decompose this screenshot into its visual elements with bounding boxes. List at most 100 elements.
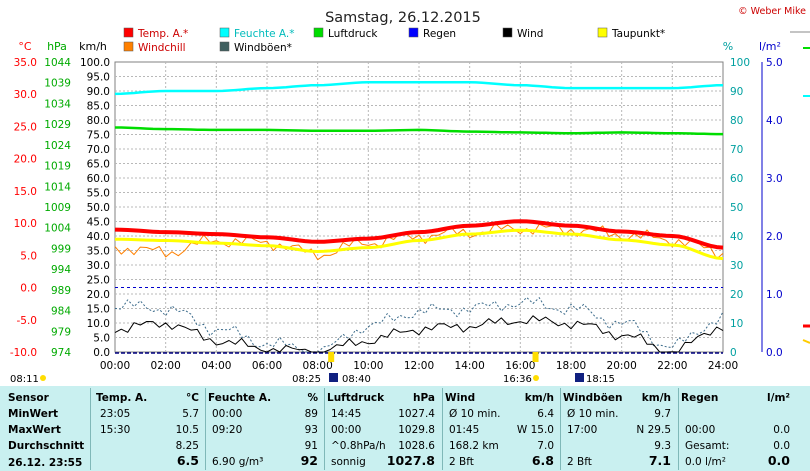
stats-header-sensor: Sensor <box>8 392 49 404</box>
stats-time-rain: 0.0 l/m² <box>685 456 726 468</box>
stats-value-pressure: 1028.6 <box>398 440 435 452</box>
stats-time-humidity: 00:00 <box>212 408 243 420</box>
pressure-unit-label: hPa <box>47 40 67 53</box>
sun-markers: 08:11 08:25 08:40 16:36 18:15 <box>10 352 615 385</box>
rain-tick-label: 5.0 <box>766 57 783 69</box>
stats-row-label: Durchschnitt <box>8 440 85 452</box>
legend-swatch <box>597 27 608 38</box>
stats-row-label: MaxWert <box>8 424 61 436</box>
right-edge-decoration <box>790 31 810 344</box>
legend-label: Wind <box>517 28 543 40</box>
wind-tick-label: 65.0 <box>87 159 110 171</box>
temp-tick-label: -10.0 <box>10 347 37 359</box>
rain-tick-label: 2.0 <box>766 231 783 243</box>
rain-tick-label: 1.0 <box>766 289 783 301</box>
stats-value-humidity: 89 <box>304 408 318 420</box>
wind-tick-label: 85.0 <box>87 101 110 113</box>
stats-row-label: 26.12. 23:55 <box>8 457 83 469</box>
wind-tick-label: 40.0 <box>87 231 110 243</box>
stats-time-gusts: 17:00 <box>567 424 598 436</box>
stats-unit-rain: l/m² <box>767 392 790 404</box>
legend-swatch <box>408 27 419 38</box>
pressure-tick-label: 994 <box>51 264 71 276</box>
humidity-tick-label: 30 <box>730 260 743 272</box>
stats-value-rain: 0.0 <box>773 424 790 436</box>
pressure-tick-label: 984 <box>51 306 71 318</box>
time-tick-label: 20:00 <box>607 360 637 372</box>
stats-time-rain: Gesamt: <box>685 440 730 452</box>
chart-title: Samstag, 26.12.2015 <box>325 10 481 26</box>
stats-value-gusts: 7.1 <box>648 453 671 468</box>
chart-legend: Temp. A.* Feuchte A.* Luftdruck Regen Wind Ta… <box>123 27 665 54</box>
stats-value-pressure: 1027.8 <box>386 453 435 468</box>
stats-value-humidity: 93 <box>304 424 318 436</box>
data-series <box>114 81 724 353</box>
stats-time-humidity: 6.90 g/m³ <box>212 456 264 468</box>
stats-time-wind: Ø 10 min. <box>449 408 501 420</box>
wind-tick-label: 55.0 <box>87 188 110 200</box>
stats-time-pressure: 14:45 <box>331 408 362 420</box>
pressure-tick-label: 1014 <box>44 181 71 193</box>
wind-tick-label: 90.0 <box>87 86 110 98</box>
wind-tick-label: 80.0 <box>87 115 110 127</box>
sun-icon <box>40 375 46 381</box>
wind-tick-label: 35.0 <box>87 246 110 258</box>
time-tick-label: 02:00 <box>151 360 181 372</box>
stats-value-wind: 6.8 <box>531 453 554 468</box>
legend-swatch <box>123 27 134 38</box>
pressure-tick-label: 1039 <box>44 78 71 90</box>
legend-label: Taupunkt* <box>611 28 665 40</box>
sunset-time-label: 16:36 <box>503 374 532 385</box>
stats-time-pressure: 00:00 <box>331 424 362 436</box>
wind-tick-label: 75.0 <box>87 130 110 142</box>
stats-value-gusts: 9.7 <box>654 408 671 420</box>
stats-header-temp: Temp. A. <box>96 392 148 404</box>
wind-tick-label: 45.0 <box>87 217 110 229</box>
pressure-tick-label: 974 <box>51 347 71 359</box>
chart-canvas: Samstag, 26.12.2015 © Weber Mike Temp. A… <box>10 6 810 385</box>
time-tick-label: 16:00 <box>505 360 535 372</box>
legend-label: Windchill <box>138 42 186 54</box>
stats-value-wind: 6.4 <box>537 408 554 420</box>
moon-icon <box>329 373 338 382</box>
statistics-panel: Sensor MinWert MaxWert Durchschnitt 26.12. 2… <box>0 386 810 471</box>
stats-header-gusts: Windböen <box>563 392 623 404</box>
time-tick-label: 24:00 <box>708 360 738 372</box>
stats-value-gusts: 9.3 <box>654 440 671 452</box>
wind-tick-label: 95.0 <box>87 72 110 84</box>
series-line-temp-a <box>114 219 724 250</box>
stats-column-divider <box>205 388 206 470</box>
wind-tick-label: 100.0 <box>80 57 110 69</box>
noon-marker <box>532 352 539 362</box>
wind-tick-label: 0.0 <box>93 347 110 359</box>
stats-row-label: MinWert <box>8 408 59 420</box>
humidity-tick-label: 40 <box>730 231 743 243</box>
series-line-windb-en <box>114 296 724 353</box>
moonset-time-label: 18:15 <box>586 374 615 385</box>
time-tick-label: 10:00 <box>353 360 383 372</box>
pressure-tick-label: 1019 <box>44 161 71 173</box>
pressure-tick-label: 1044 <box>44 57 71 69</box>
humidity-tick-label: 20 <box>730 289 743 301</box>
wind-tick-label: 50.0 <box>87 202 110 214</box>
legend-label: Regen <box>423 28 456 40</box>
legend-swatch <box>219 41 230 52</box>
pressure-tick-label: 1009 <box>44 202 71 214</box>
stats-value-rain: 0.0 <box>767 453 790 468</box>
sun-icon <box>533 375 539 381</box>
humidity-tick-label: 0 <box>730 347 737 359</box>
time-tick-label: 12:00 <box>404 360 434 372</box>
stats-unit-pressure: hPa <box>413 392 435 404</box>
stats-column-divider <box>442 388 443 470</box>
pressure-tick-label: 979 <box>51 326 71 338</box>
wind-tick-label: 5.0 <box>93 333 110 345</box>
temp-tick-label: -5.0 <box>17 315 38 327</box>
stats-value-pressure: 1027.4 <box>398 408 435 420</box>
stats-time-wind: 01:45 <box>449 424 480 436</box>
moon-icon <box>575 373 584 382</box>
humidity-tick-label: 100 <box>730 57 750 69</box>
stats-value-temp: 5.7 <box>182 408 199 420</box>
rain-tick-label: 3.0 <box>766 173 783 185</box>
stats-value-temp: 10.5 <box>175 424 199 436</box>
